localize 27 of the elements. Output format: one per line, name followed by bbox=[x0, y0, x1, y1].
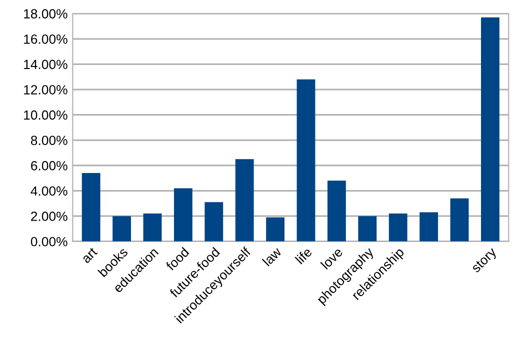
y-tick-label: 12.00% bbox=[24, 85, 68, 94]
bar bbox=[358, 216, 377, 242]
bar bbox=[450, 198, 469, 242]
y-tick-label: 18.00% bbox=[24, 9, 68, 19]
bar bbox=[327, 180, 346, 242]
bar bbox=[296, 79, 316, 242]
y-tick-label: 2.00% bbox=[31, 212, 68, 221]
bar bbox=[174, 188, 192, 242]
bar bbox=[143, 214, 162, 242]
y-tick-label: 8.00% bbox=[30, 136, 68, 146]
y-tick-label: 10.00% bbox=[24, 110, 68, 120]
y-tick-label: 14.00% bbox=[24, 60, 68, 70]
bar bbox=[480, 17, 500, 242]
y-tick-label: 16.00% bbox=[24, 34, 68, 44]
y-tick-label: 6.00% bbox=[31, 161, 68, 170]
bar bbox=[204, 202, 224, 242]
x-tick-label: law bbox=[262, 246, 282, 266]
bar bbox=[420, 212, 438, 242]
y-tick-label: 4.00% bbox=[30, 186, 68, 196]
bar bbox=[235, 159, 254, 242]
x-tick-label: art bbox=[81, 247, 98, 264]
bar bbox=[112, 216, 131, 242]
bar bbox=[266, 217, 284, 242]
y-tick-label: 0.00% bbox=[30, 236, 68, 246]
x-tick-label: life bbox=[294, 246, 312, 264]
bar bbox=[82, 173, 100, 242]
bar bbox=[388, 214, 408, 242]
